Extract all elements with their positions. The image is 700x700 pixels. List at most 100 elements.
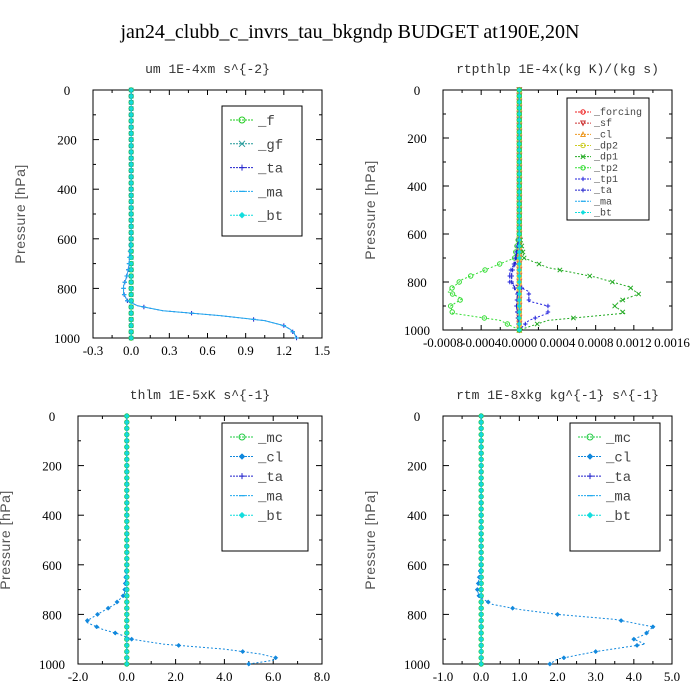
y-tick-label: 400	[407, 508, 427, 523]
chart-panels: um 1E-4xm s^{-2} Pressure [hPa] -0.3 0.0 0.3…	[0, 62, 690, 684]
legend-label: _sf	[593, 118, 612, 130]
legend-item: _dp1	[575, 152, 618, 164]
data-point	[273, 655, 279, 661]
legend-swatch-marker	[580, 209, 586, 215]
y-axis-label: Pressure [hPa]	[0, 490, 13, 590]
data-point	[478, 531, 484, 537]
legend-item: _f	[230, 114, 275, 130]
legend-item: _ta	[575, 186, 612, 197]
data-point	[650, 624, 656, 630]
data-point	[516, 129, 522, 135]
legend-item: _tp1	[575, 175, 618, 186]
y-axis-label: Pressure [hPa]	[362, 490, 378, 590]
data-point	[128, 329, 134, 335]
data-point	[644, 630, 650, 636]
legend-swatch-marker	[238, 211, 246, 219]
data-point	[516, 195, 522, 201]
data-point	[94, 624, 100, 630]
y-tick-label: 400	[57, 182, 77, 197]
data-point	[124, 556, 130, 562]
x-tick-label: -0.3	[83, 343, 104, 358]
x-tick-label: 0.0016	[654, 335, 690, 350]
legend-label: _dp1	[593, 152, 618, 164]
y-tick-label: 600	[42, 558, 62, 573]
data-point	[478, 450, 484, 456]
data-point	[128, 316, 134, 322]
x-tick-label: 2.0	[549, 669, 565, 684]
legend-item: _cl	[575, 129, 612, 141]
data-point	[636, 291, 642, 297]
x-tick-label: 2.0	[167, 669, 183, 684]
data-point	[129, 636, 135, 642]
data-point	[128, 87, 134, 93]
data-point	[512, 285, 517, 291]
data-point	[628, 285, 634, 291]
data-point	[124, 574, 130, 580]
x-tick-label: 0.9	[238, 343, 254, 358]
data-point	[478, 649, 484, 655]
legend-item: _ma	[575, 197, 612, 208]
data-point	[516, 267, 522, 273]
legend-label: _ta	[257, 162, 283, 178]
data-point	[516, 105, 522, 111]
y-axis-label: Pressure [hPa]	[362, 160, 378, 260]
legend-item: _bt	[578, 509, 631, 525]
legend-item: _bt	[230, 209, 283, 225]
data-point	[124, 463, 130, 469]
data-point	[94, 611, 101, 617]
data-point	[128, 261, 134, 267]
data-point	[124, 661, 130, 667]
data-point	[124, 432, 130, 438]
data-point	[478, 618, 484, 624]
legend-label: _cl	[257, 451, 283, 467]
legend-box	[566, 97, 650, 221]
data-point	[612, 303, 618, 309]
data-point	[478, 642, 484, 648]
x-tick-label: 0.0	[119, 669, 135, 684]
data-point	[620, 297, 626, 303]
data-point	[516, 291, 522, 297]
legend-swatch-marker	[239, 164, 245, 171]
data-point	[478, 518, 484, 524]
y-tick-label: 800	[407, 607, 427, 622]
data-point	[124, 456, 130, 462]
data-point	[114, 599, 120, 605]
chart-panel-2: rtpthlp 1E-4x(kg K)/(kg s) Pressure [hPa]…	[362, 62, 690, 350]
y-tick-label: 0	[414, 409, 421, 424]
data-point	[516, 273, 522, 279]
data-point	[523, 321, 528, 327]
legend-item: _sf	[575, 118, 612, 130]
data-point	[478, 487, 484, 493]
panel-title: um 1E-4xm s^{-2}	[145, 62, 270, 77]
legend-item: _cl	[578, 451, 631, 467]
data-point	[620, 309, 626, 315]
series-line	[518, 90, 640, 331]
data-point	[516, 231, 522, 237]
data-point	[128, 310, 134, 316]
legend-label: _ma	[257, 490, 283, 506]
data-point	[478, 630, 484, 636]
legend-label: _ta	[257, 470, 283, 486]
y-tick-label: 1000	[404, 323, 430, 338]
data-point	[516, 297, 522, 303]
data-point	[478, 580, 484, 586]
data-point	[128, 143, 134, 149]
data-point	[124, 587, 130, 593]
data-point	[516, 237, 522, 243]
data-point	[536, 261, 542, 267]
data-point	[474, 587, 480, 593]
data-point	[516, 141, 522, 147]
series-bt	[124, 413, 130, 667]
legend-swatch-marker	[587, 473, 593, 480]
data-point	[128, 174, 134, 180]
data-point	[128, 230, 134, 236]
x-tick-label: 5.0	[664, 669, 680, 684]
data-point	[246, 661, 252, 667]
data-point	[124, 481, 130, 487]
data-point	[128, 186, 134, 192]
data-point	[516, 243, 522, 249]
data-point	[510, 605, 516, 611]
data-point	[84, 618, 90, 624]
y-tick-label: 200	[57, 133, 77, 148]
data-point	[128, 106, 134, 112]
